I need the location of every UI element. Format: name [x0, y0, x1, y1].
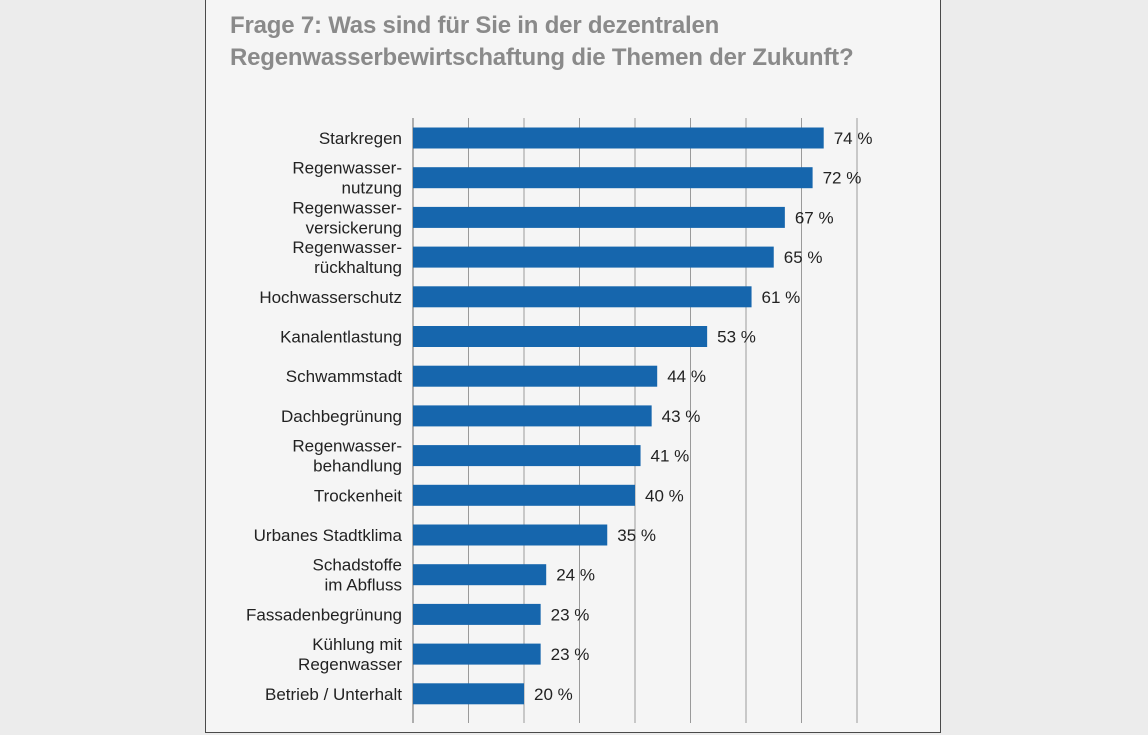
- bar-8: [413, 405, 652, 427]
- category-label-12: Schadstoffe im Abfluss: [313, 556, 402, 595]
- value-label-12: 24 %: [556, 566, 595, 585]
- category-label-4: Regenwasser-rückhaltung: [292, 238, 402, 277]
- value-label-13: 23 %: [551, 605, 590, 624]
- category-label-line: Regenwasser-: [292, 198, 402, 217]
- category-label-line: Regenwasser: [298, 655, 402, 674]
- value-label-15: 20 %: [534, 685, 573, 704]
- chart-title: Frage 7: Was sind für Sie in der dezentr…: [230, 10, 854, 74]
- category-label-11: Urbanes Stadtklima: [254, 526, 403, 545]
- category-label-3: Regenwasser-versickerung: [292, 198, 402, 237]
- category-label-line: Regenwasser-: [292, 238, 402, 257]
- category-label-8: Dachbegrünung: [281, 407, 402, 426]
- category-label-6: Kanalentlastung: [280, 328, 402, 347]
- value-label-3: 67 %: [795, 208, 834, 227]
- bar-5: [413, 286, 752, 308]
- category-label-13: Fassadenbegrünung: [246, 605, 402, 624]
- value-label-9: 41 %: [651, 447, 690, 466]
- category-label-line: Regenwasser-: [292, 437, 402, 456]
- category-label-line: Kühlung mit: [312, 635, 402, 654]
- bar-10: [413, 484, 635, 506]
- value-label-14: 23 %: [551, 645, 590, 664]
- category-label-line: rückhaltung: [314, 258, 402, 277]
- chart-panel: Frage 7: Was sind für Sie in der dezentr…: [205, 0, 941, 733]
- category-label-2: Regenwasser-nutzung: [292, 159, 402, 198]
- category-label-line: versickerung: [306, 218, 402, 237]
- value-label-2: 72 %: [823, 169, 862, 188]
- value-label-10: 40 %: [645, 486, 684, 505]
- category-label-line: Schadstoffe: [313, 556, 402, 575]
- value-label-8: 43 %: [662, 407, 701, 426]
- category-label-9: Regenwasser-behandlung: [292, 437, 402, 476]
- value-label-5: 61 %: [762, 288, 801, 307]
- value-label-11: 35 %: [617, 526, 656, 545]
- bar-9: [413, 445, 641, 467]
- bar-chart: 74 % Starkregen 72 % Regenwasser-nutzung 67 …: [246, 118, 873, 723]
- bar-12: [413, 564, 547, 586]
- bar-3: [413, 206, 785, 228]
- bar-6: [413, 326, 708, 347]
- value-label-6: 53 %: [717, 328, 756, 347]
- category-label-line: nutzung: [342, 179, 403, 198]
- category-label-line: behandlung: [313, 457, 402, 476]
- category-label-line: im Abfluss: [325, 576, 402, 595]
- category-label-7: Schwammstadt: [286, 367, 402, 386]
- bar-11: [413, 524, 608, 546]
- bar-15: [413, 683, 524, 705]
- category-label-line: Regenwasser-: [292, 159, 402, 178]
- chart-title-line-1: Frage 7: Was sind für Sie in der dezentr…: [230, 12, 720, 39]
- category-label-14: Kühlung mit Regenwasser: [298, 635, 402, 674]
- category-label-10: Trockenheit: [314, 486, 402, 505]
- bar-13: [413, 603, 541, 625]
- bar-14: [413, 643, 541, 665]
- bar-2: [413, 167, 813, 189]
- bar-7: [413, 365, 658, 387]
- category-label-15: Betrieb / Unterhalt: [265, 685, 402, 704]
- value-label-1: 74 %: [834, 129, 873, 148]
- category-label-5: Hochwasserschutz: [259, 288, 402, 307]
- chart-title-line-2: Regenwasserbewirtschaftung die Themen de…: [230, 44, 854, 71]
- value-label-7: 44 %: [667, 367, 706, 386]
- category-label-1: Starkregen: [319, 129, 402, 148]
- bar-1: [413, 127, 824, 149]
- bar-4: [413, 246, 774, 268]
- value-label-4: 65 %: [784, 248, 823, 267]
